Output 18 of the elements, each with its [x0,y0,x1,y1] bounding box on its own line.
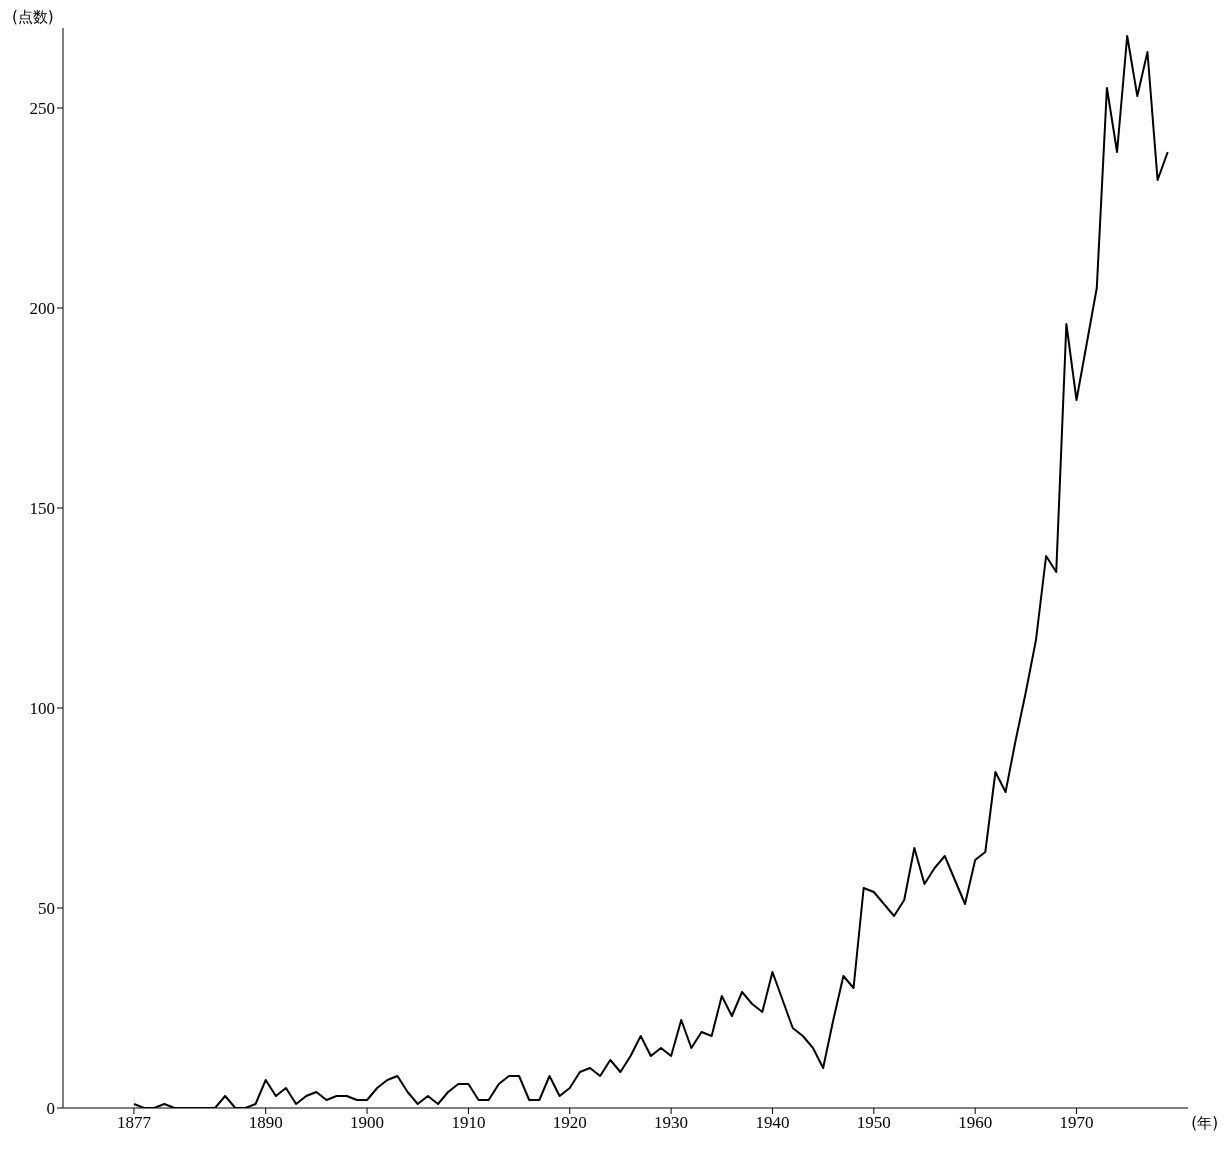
x-tick-label: 1950 [856,1113,891,1133]
x-axis-title: (年) [1191,1114,1218,1133]
y-tick-label: 50 [38,899,55,919]
y-tick-label: 100 [29,699,55,719]
y-tick-label: 250 [29,99,55,119]
y-tick-label: 150 [29,499,55,519]
x-tick-label: 1877 [116,1113,152,1133]
x-tick-label: 1970 [1059,1113,1094,1133]
x-tick-label: 1890 [248,1113,283,1133]
x-tick-label: 1900 [350,1113,385,1133]
y-axis-title: (点数) [12,8,54,27]
x-tick-label: 1930 [654,1113,689,1133]
x-tick-label: 1920 [552,1113,587,1133]
x-tick-label: 1960 [958,1113,993,1133]
x-tick-label: 1940 [755,1113,790,1133]
y-tick-label: 200 [29,299,55,319]
x-tick-label: 1910 [451,1113,486,1133]
y-tick-label: 0 [46,1099,55,1119]
